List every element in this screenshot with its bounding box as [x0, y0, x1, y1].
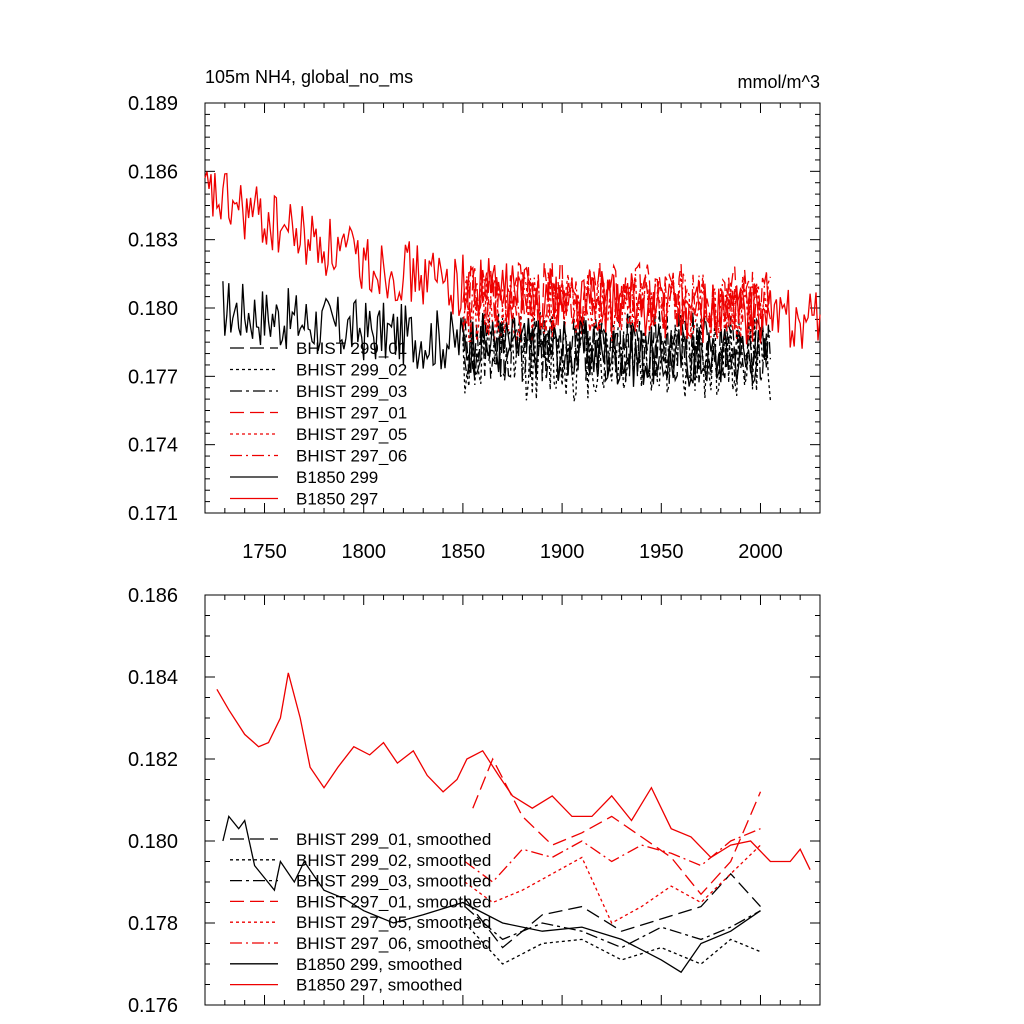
bottom-legend: BHIST 299_01, smoothed BHIST 299_02, smoo… [230, 830, 491, 995]
legend-label-bhist-297-01-smoothed: BHIST 297_01, smoothed [296, 892, 491, 911]
legend-label-bhist-299-01-smoothed: BHIST 299_01, smoothed [296, 830, 491, 849]
series-line-bhist-297-05-smoothed [464, 844, 761, 924]
series-line-bhist-297-06-smoothed [464, 828, 761, 883]
series-line-bhist-299-03 [462, 311, 772, 384]
legend-label-bhist-297-06: BHIST 297_06 [296, 447, 407, 466]
legend-label-b1850-297: B1850 297 [296, 490, 378, 509]
top-title: 105m NH4, global_no_ms [205, 67, 413, 88]
series-line-b1850-297 [204, 171, 821, 349]
y-tick-label: 0.186 [128, 161, 178, 183]
legend-label-bhist-299-03-smoothed: BHIST 299_03, smoothed [296, 872, 491, 891]
y-tick-label: 0.178 [128, 913, 178, 935]
y-tick-label: 0.183 [128, 230, 178, 252]
series-line-bhist-299-03-smoothed [464, 906, 761, 949]
y-tick-label: 0.174 [128, 435, 178, 457]
legend-label-b1850-299-smoothed: B1850 299, smoothed [296, 955, 462, 974]
legend-label-bhist-297-06-smoothed: BHIST 297_06, smoothed [296, 934, 491, 953]
bottom-ticks: 0.176 0.178 0.180 0.182 0.184 0.186 [128, 585, 821, 1017]
y-tick-label: 0.182 [128, 749, 178, 771]
bottom-panel: 0.176 0.178 0.180 0.182 0.184 0.186 BHIST 299… [128, 585, 821, 1017]
y-tick-label: 0.180 [128, 831, 178, 853]
x-tick-label: 1750 [242, 541, 287, 563]
x-tick-label: 2000 [738, 541, 783, 563]
y-tick-label: 0.177 [128, 366, 178, 388]
series-line-bhist-299-02 [462, 314, 772, 402]
series-line-b1850-297-smoothed [216, 672, 811, 870]
legend-label-b1850-299: B1850 299 [296, 468, 378, 487]
series-line-b1850-299 [222, 281, 768, 387]
top-legend: BHIST 299_01 BHIST 299_02 BHIST 299_03 BHIS… [230, 339, 407, 509]
x-tick-label: 1900 [540, 541, 585, 563]
top-units: mmol/m^3 [738, 72, 820, 92]
legend-label-bhist-299-02: BHIST 299_02 [296, 361, 407, 380]
top-series [204, 171, 821, 402]
y-tick-label: 0.176 [128, 995, 178, 1017]
x-tick-label: 1950 [639, 541, 684, 563]
x-tick-label: 1800 [341, 541, 386, 563]
y-tick-label: 0.171 [128, 503, 178, 525]
bottom-series [216, 672, 811, 974]
legend-label-b1850-297-smoothed: B1850 297, smoothed [296, 976, 462, 995]
legend-label-bhist-297-05-smoothed: BHIST 297_05, smoothed [296, 913, 491, 932]
legend-label-bhist-299-03: BHIST 299_03 [296, 382, 407, 401]
top-ticks: 0.171 0.174 0.177 0.180 0.183 0.186 0.189 1750 1… [128, 93, 821, 563]
legend-label-bhist-299-02-smoothed: BHIST 299_02, smoothed [296, 851, 491, 870]
y-tick-label: 0.186 [128, 585, 178, 607]
legend-label-bhist-297-05: BHIST 297_05 [296, 425, 407, 444]
series-line-bhist-299-01-smoothed [464, 872, 761, 949]
legend-label-bhist-299-01: BHIST 299_01 [296, 339, 407, 358]
y-tick-label: 0.184 [128, 667, 178, 689]
x-tick-label: 1850 [441, 541, 486, 563]
y-tick-label: 0.189 [128, 93, 178, 115]
series-line-bhist-297-01-smoothed [472, 757, 762, 896]
legend-label-bhist-297-01: BHIST 297_01 [296, 404, 407, 423]
series-line-b1850-299-smoothed [222, 814, 761, 974]
top-panel: 105m NH4, global_no_ms mmol/m^3 0.1710.1… [128, 67, 821, 563]
series-line-bhist-299-02-smoothed [464, 922, 761, 965]
series-line-bhist-297-05 [462, 273, 772, 342]
y-tick-label: 0.180 [128, 298, 178, 320]
